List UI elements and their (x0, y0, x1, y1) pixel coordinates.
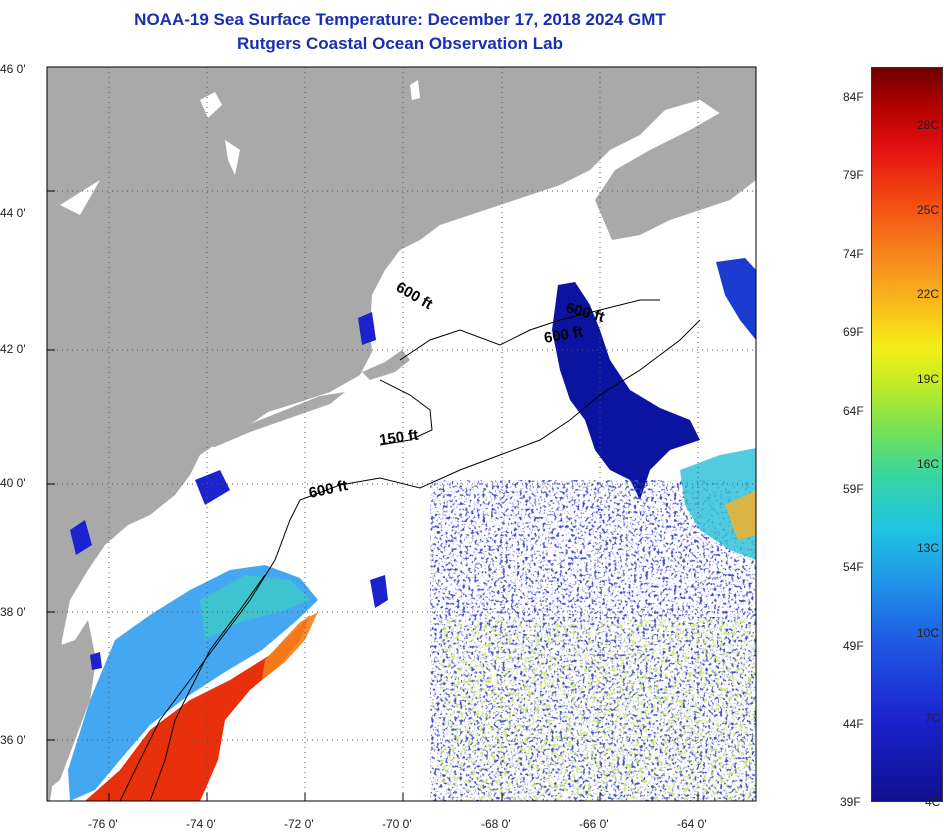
contour-label-600ft-ne2: 600 ft (543, 323, 585, 347)
gulf-stream-orange-edge (262, 612, 318, 680)
lat-label-42: 42 0' (0, 342, 26, 356)
colorbar-f-49: 49F (843, 639, 864, 653)
shelf-water-teal (200, 575, 310, 640)
lon-label-70: -70 0' (382, 817, 412, 831)
lon-label-66: -66 0' (579, 817, 609, 831)
colorbar-f-59: 59F (843, 482, 864, 496)
lat-label-38: 38 0' (0, 605, 26, 619)
land-northeast-us (47, 67, 756, 801)
colorbar-c-28: 28C (917, 118, 940, 132)
map-subtitle: Rutgers Coastal Ocean Observation Lab (237, 34, 563, 53)
colorbar-f-64: 64F (843, 404, 864, 418)
lon-label-72: -72 0' (284, 817, 314, 831)
cold-patch-gulf-of-maine (552, 282, 700, 500)
axis-ticks (47, 190, 699, 801)
colorbar-f-39: 39F (840, 795, 861, 809)
lat-label-40: 40 0' (0, 476, 26, 490)
lon-label-68: -68 0' (481, 817, 511, 831)
temperature-colorbar (871, 67, 943, 802)
land-long-island (195, 392, 345, 447)
coastal-cold-fringes (70, 312, 388, 670)
cold-patch-east (716, 258, 756, 340)
colorbar-f-79: 79F (843, 168, 864, 182)
colorbar-f-69: 69F (843, 325, 864, 339)
plot-frame (46, 66, 757, 802)
lat-label-36: 36 0' (0, 733, 26, 747)
contour-label-150ft: 150 ft (378, 427, 419, 449)
lat-label-44: 44 0' (0, 206, 26, 220)
land-delmarva (47, 620, 96, 790)
lon-label-76: -76 0' (88, 817, 118, 831)
land-cape-cod (362, 350, 410, 380)
colorbar-c-19: 19C (917, 372, 940, 386)
broken-warm-field (440, 620, 756, 801)
colorbar-c-16: 16C (917, 457, 940, 471)
gulf-stream-warm (85, 615, 310, 801)
colorbar-f-74: 74F (843, 247, 864, 261)
colorbar-c-22: 22C (917, 287, 940, 301)
colorbar-f-44: 44F (843, 717, 864, 731)
colorbar-c-10: 10C (917, 626, 940, 640)
colorbar-c-25: 25C (917, 203, 940, 217)
colorbar-c-4: 4C (925, 795, 941, 809)
bathymetry-contours (119, 299, 701, 801)
inland-lakes (60, 80, 420, 215)
lon-label-74: -74 0' (186, 817, 216, 831)
colorbar-c-7: 7C (925, 711, 941, 725)
colorbar-c-13: 13C (917, 541, 940, 555)
lon-label-64: -64 0' (677, 817, 707, 831)
map-title: NOAA-19 Sea Surface Temperature: Decembe… (134, 10, 666, 29)
land-nova-scotia (595, 105, 756, 240)
warm-patch-east (725, 490, 756, 540)
lat-lon-grid (47, 67, 756, 801)
colorbar-f-84: 84F (843, 90, 864, 104)
lat-label-46: 46 0' (0, 62, 26, 76)
colorbar-f-54: 54F (843, 560, 864, 574)
